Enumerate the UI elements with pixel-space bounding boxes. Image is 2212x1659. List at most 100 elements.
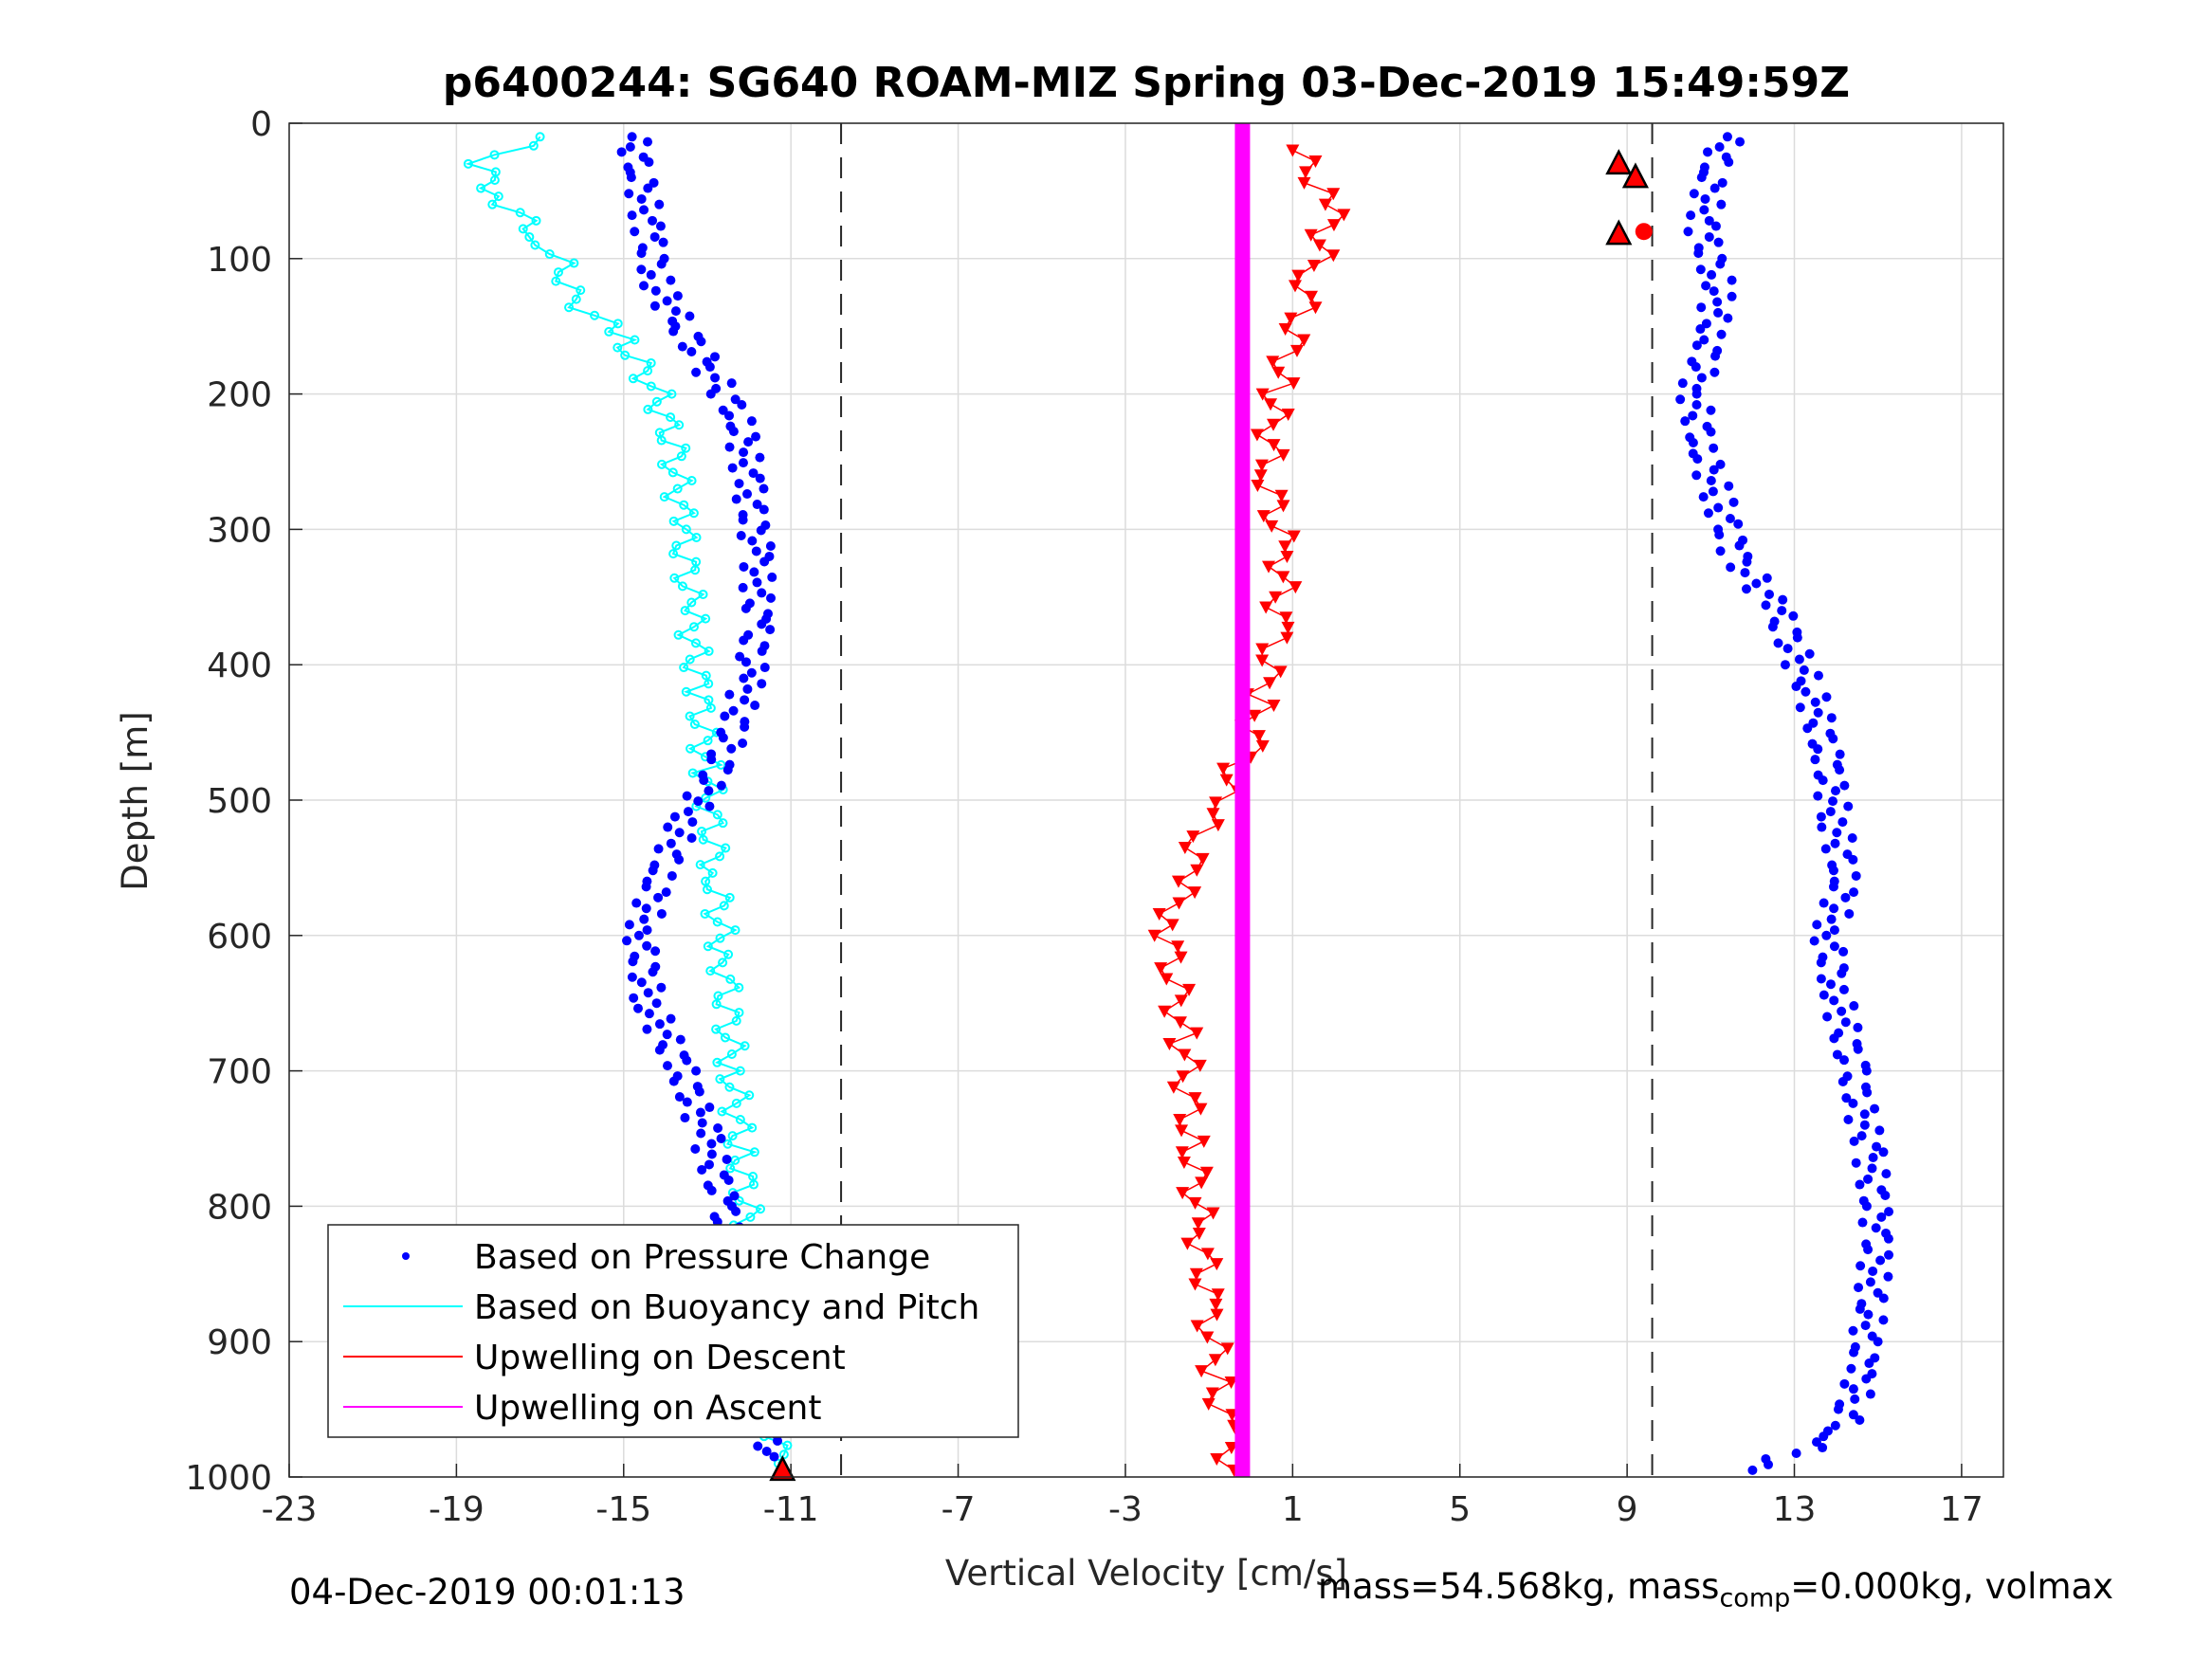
pressure-point	[742, 684, 753, 694]
pressure-point	[761, 1447, 772, 1457]
descent-point	[1263, 677, 1277, 690]
buoyancy-point	[731, 1015, 741, 1026]
descent-point	[1158, 1005, 1172, 1018]
pressure-point	[1843, 1115, 1854, 1125]
pressure-point	[1692, 454, 1703, 465]
pressure-point	[1791, 682, 1801, 692]
pressure-point	[1855, 1415, 1865, 1426]
buoyancy-point	[489, 174, 500, 185]
pressure-point	[1689, 189, 1699, 199]
buoyancy-point	[712, 810, 722, 820]
pressure-point	[750, 701, 760, 711]
pressure-point	[734, 479, 744, 489]
pressure-point	[1716, 199, 1727, 210]
pressure-point	[1747, 1465, 1758, 1475]
descent-point	[1254, 459, 1269, 472]
buoyancy-point	[643, 404, 653, 414]
descent-point	[1188, 886, 1202, 900]
pressure-point	[1837, 968, 1847, 978]
y-tick-label: 400	[207, 647, 272, 685]
pressure-point	[1859, 1109, 1870, 1120]
descent-point	[1171, 940, 1185, 954]
pressure-point	[1841, 1093, 1852, 1103]
pressure-point	[710, 373, 721, 383]
buoyancy-point	[657, 459, 667, 469]
x-tick-label: -3	[1108, 1490, 1143, 1529]
x-tick-label: -19	[429, 1490, 484, 1529]
y-tick-label: 1000	[185, 1459, 272, 1498]
pressure-point	[1703, 508, 1713, 519]
buoyancy-point	[712, 917, 722, 927]
pressure-point	[1733, 519, 1744, 529]
descent-point	[1190, 1320, 1204, 1333]
pressure-point	[1878, 1147, 1889, 1158]
pressure-point	[1818, 1443, 1828, 1453]
pressure-point	[1862, 1087, 1873, 1098]
descent-point	[1253, 469, 1268, 483]
pressure-point	[1734, 540, 1745, 551]
pressure-point	[728, 705, 739, 716]
descent-point	[1180, 1237, 1195, 1250]
pressure-point	[1840, 1017, 1851, 1028]
pressure-point	[632, 1003, 643, 1013]
pressure-point	[626, 173, 636, 183]
descent-point	[1210, 1452, 1224, 1466]
pressure-point	[1820, 844, 1831, 854]
footer-timestamp: 04-Dec-2019 00:01:13	[289, 1572, 686, 1613]
pressure-point	[757, 646, 767, 656]
descent-point	[1211, 1288, 1225, 1302]
pressure-point	[1700, 193, 1710, 204]
pressure-point	[1837, 1077, 1848, 1087]
pressure-point	[693, 796, 704, 807]
descent-point	[1288, 280, 1302, 293]
buoyancy-point	[735, 1115, 745, 1125]
pressure-point	[1835, 765, 1845, 775]
pressure-point	[1704, 215, 1714, 226]
legend-label-buoyancy: Based on Buoyancy and Pitch	[474, 1288, 979, 1327]
pressure-point	[1857, 1217, 1868, 1228]
pressure-point	[1699, 335, 1709, 345]
pressure-point	[724, 442, 735, 452]
footer-mass-info: mass=54.568kg, masscomp=0.000kg, volmax	[1318, 1566, 2113, 1613]
buoyancy-point	[691, 532, 702, 542]
descent-point	[1337, 209, 1351, 222]
buoyancy-point	[679, 500, 689, 510]
pressure-point	[1716, 329, 1727, 339]
descent-point	[1278, 540, 1292, 554]
pressure-point	[1825, 807, 1836, 817]
pressure-point	[1810, 697, 1820, 707]
event-marker	[769, 1455, 796, 1482]
descent-point	[1172, 897, 1186, 910]
buoyancy-point	[726, 1049, 737, 1060]
descent-point	[1262, 560, 1276, 574]
pressure-point	[1816, 811, 1826, 822]
pressure-point	[1714, 530, 1725, 540]
buoyancy-point	[704, 695, 714, 705]
buoyancy-point	[690, 565, 701, 575]
buoyancy-point	[612, 342, 623, 353]
pressure-point	[1698, 492, 1709, 502]
pressure-point	[1677, 378, 1688, 389]
buoyancy-point	[668, 516, 679, 526]
buoyancy-point	[604, 326, 614, 337]
legend: Based on Pressure Change Based on Buoyan…	[327, 1224, 1019, 1438]
pressure-point	[1881, 1169, 1892, 1179]
pressure-point	[1840, 892, 1851, 902]
descent-point	[1188, 1092, 1202, 1105]
buoyancy-point	[524, 231, 535, 242]
pressure-point	[690, 1143, 701, 1154]
pressure-point	[1848, 1098, 1858, 1108]
pressure-point	[706, 1185, 717, 1195]
pressure-point	[751, 431, 761, 442]
pressure-point	[749, 567, 759, 577]
mass-text: mass=54.568kg, mass	[1318, 1566, 1720, 1607]
pressure-point	[1859, 1120, 1870, 1130]
buoyancy-point	[718, 957, 728, 968]
pressure-point	[1849, 887, 1859, 898]
pressure-point	[755, 473, 765, 483]
pressure-point	[625, 141, 635, 152]
pressure-point	[643, 183, 653, 193]
buoyancy-point	[515, 208, 525, 218]
pressure-point	[1829, 925, 1839, 936]
